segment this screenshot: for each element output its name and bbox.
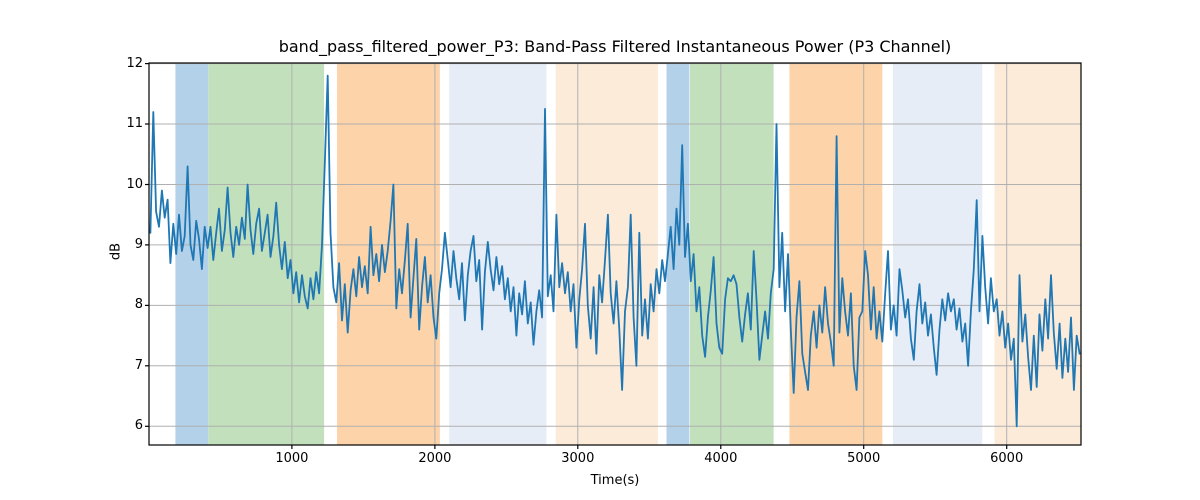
x-tick-label: 1000 (275, 451, 309, 466)
stage-band (666, 63, 690, 445)
power-line (149, 74, 1081, 428)
y-tick-label: 9 (134, 236, 143, 252)
stage-band (208, 63, 325, 445)
stage-band (337, 63, 440, 445)
axes-frame (148, 62, 1082, 446)
x-tick-label: 3000 (561, 451, 595, 466)
stage-band (449, 63, 547, 445)
y-tick-label: 11 (126, 116, 143, 131)
y-tick-label: 12 (126, 55, 143, 71)
x-tick-label: 2000 (418, 451, 452, 466)
y-tick-label: 6 (134, 418, 143, 434)
stage-band (555, 63, 658, 445)
chart-title: band_pass_filtered_power_P3: Band-Pass F… (278, 37, 952, 56)
y-tick-label: 7 (134, 357, 143, 373)
x-tick-label: 4000 (704, 451, 738, 466)
stage-band (690, 63, 774, 445)
x-axis-label: Time(s) (590, 473, 640, 488)
x-tick-label: 5000 (847, 451, 881, 466)
x-tick-label: 6000 (990, 451, 1024, 466)
y-tick-label: 8 (134, 297, 143, 313)
y-tick-label: 10 (126, 176, 143, 192)
stage-band (893, 63, 983, 445)
stage-band (994, 63, 1081, 445)
